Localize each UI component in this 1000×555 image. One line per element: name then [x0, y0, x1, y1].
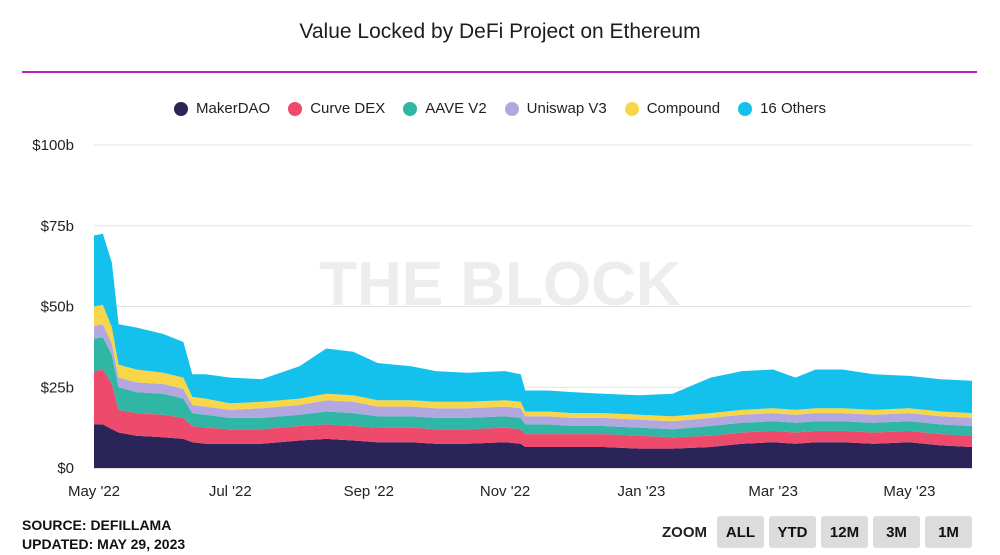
- zoom-1m-button[interactable]: 1M: [925, 516, 972, 548]
- legend-item-compound[interactable]: Compound: [624, 100, 721, 117]
- zoom-all-button[interactable]: ALL: [717, 516, 764, 548]
- zoom-controls: ZOOM ALL YTD 12M 3M 1M: [662, 516, 972, 548]
- legend-item-makerdao[interactable]: MakerDAO: [174, 100, 270, 117]
- y-tick-label: $100b: [32, 137, 74, 154]
- legend-swatch: [174, 101, 189, 116]
- area-series-makerdao: [94, 424, 972, 468]
- y-tick-label: $0: [57, 460, 74, 477]
- x-tick-label: Sep '22: [344, 483, 394, 500]
- legend-label: AAVE V2: [425, 100, 487, 117]
- legend-swatch: [738, 101, 753, 116]
- x-tick-label: Nov '22: [480, 483, 530, 500]
- area-series-aave-v2: [94, 337, 972, 438]
- legend-item-curve-dex[interactable]: Curve DEX: [288, 100, 385, 117]
- zoom-12m-button[interactable]: 12M: [821, 516, 868, 548]
- legend-item-16-others[interactable]: 16 Others: [738, 100, 826, 117]
- area-series-16-others: [94, 233, 972, 417]
- legend-label: Compound: [646, 100, 721, 117]
- zoom-3m-button[interactable]: 3M: [873, 516, 920, 548]
- source-text: SOURCE: DEFILLAMA: [22, 517, 172, 533]
- area-series-compound: [94, 304, 972, 422]
- legend-item-uniswap-v3[interactable]: Uniswap V3: [504, 100, 607, 117]
- chart-title: Value Locked by DeFi Project on Ethereum: [299, 20, 701, 43]
- area-series-curve-dex: [94, 369, 972, 449]
- legend-label: Curve DEX: [310, 100, 386, 117]
- legend-item-aave-v2[interactable]: AAVE V2: [403, 100, 487, 117]
- x-tick-label: Mar '23: [748, 483, 798, 500]
- legend-label: MakerDAO: [196, 100, 271, 117]
- legend-swatch: [624, 101, 639, 116]
- zoom-label: ZOOM: [662, 523, 707, 541]
- legend-swatch: [504, 101, 519, 116]
- chart-legend: MakerDAO Curve DEX AAVE V2 Uniswap V3 Co…: [0, 100, 1000, 117]
- updated-text: UPDATED: MAY 29, 2023: [22, 536, 186, 552]
- chart-footer: SOURCE: DEFILLAMA UPDATED: MAY 29, 2023: [22, 516, 185, 554]
- area-series-uniswap-v3: [94, 324, 972, 430]
- legend-label: 16 Others: [760, 100, 826, 117]
- legend-label: Uniswap V3: [526, 100, 607, 117]
- x-tick-label: Jan '23: [617, 483, 665, 500]
- legend-swatch: [403, 101, 418, 116]
- y-tick-label: $50b: [41, 299, 74, 316]
- x-tick-label: May '23: [883, 483, 935, 500]
- zoom-ytd-button[interactable]: YTD: [769, 516, 816, 548]
- y-tick-label: $75b: [41, 218, 74, 235]
- x-tick-label: May '22: [68, 483, 120, 500]
- x-tick-label: Jul '22: [209, 483, 252, 500]
- y-tick-label: $25b: [41, 379, 74, 396]
- legend-swatch: [288, 101, 303, 116]
- watermark: THE BLOCK: [319, 250, 681, 319]
- title-divider: [22, 71, 977, 73]
